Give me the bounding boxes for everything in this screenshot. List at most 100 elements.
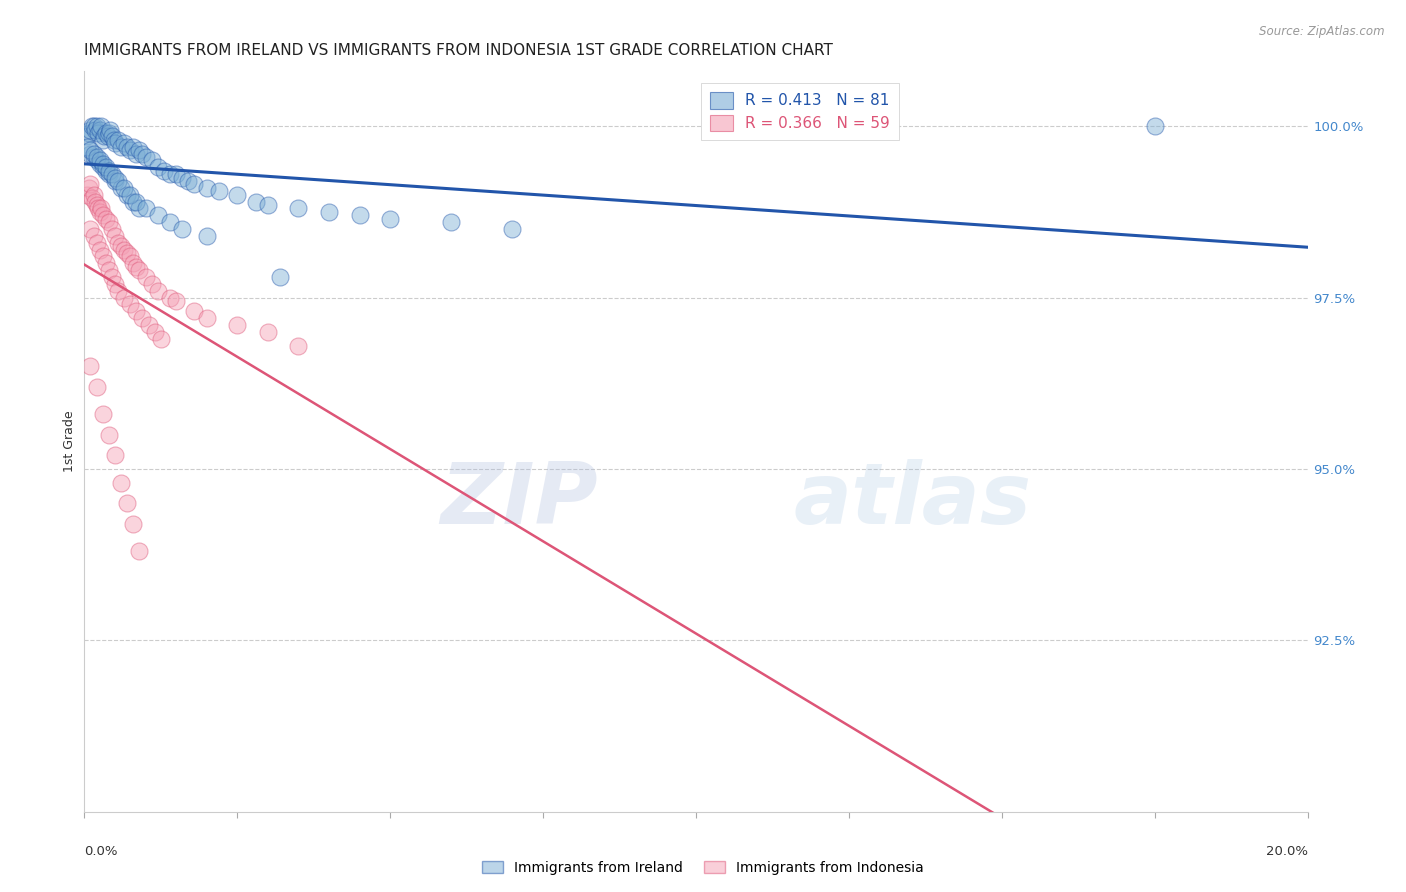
Point bbox=[120, 297, 142, 311]
Point bbox=[76, 187, 98, 202]
Point bbox=[122, 140, 145, 154]
Point bbox=[98, 122, 121, 136]
Point bbox=[141, 153, 163, 168]
Point bbox=[79, 222, 101, 236]
Point bbox=[172, 170, 194, 185]
Point bbox=[79, 146, 101, 161]
Point bbox=[91, 208, 114, 222]
Point bbox=[135, 150, 157, 164]
Point bbox=[122, 256, 145, 270]
Point bbox=[183, 178, 205, 192]
Point bbox=[104, 174, 127, 188]
Point bbox=[128, 202, 150, 216]
Point bbox=[83, 228, 105, 243]
Point bbox=[115, 140, 138, 154]
Point bbox=[183, 304, 205, 318]
Point bbox=[318, 205, 340, 219]
Point bbox=[94, 256, 117, 270]
Point bbox=[146, 208, 169, 222]
Point bbox=[287, 338, 309, 352]
Point bbox=[94, 126, 117, 140]
Point bbox=[97, 167, 120, 181]
Point bbox=[79, 143, 101, 157]
Point bbox=[94, 163, 117, 178]
Legend: R = 0.413   N = 81, R = 0.366   N = 59: R = 0.413 N = 81, R = 0.366 N = 59 bbox=[700, 83, 898, 140]
Legend: Immigrants from Ireland, Immigrants from Indonesia: Immigrants from Ireland, Immigrants from… bbox=[477, 855, 929, 880]
Point bbox=[76, 129, 98, 144]
Point bbox=[112, 243, 135, 257]
Point bbox=[257, 198, 280, 212]
Point bbox=[80, 119, 103, 133]
Point bbox=[128, 544, 150, 558]
Point bbox=[86, 119, 108, 133]
Y-axis label: 1st Grade: 1st Grade bbox=[63, 410, 76, 473]
Point bbox=[91, 250, 114, 264]
Point bbox=[97, 263, 120, 277]
Point bbox=[226, 187, 249, 202]
Point bbox=[107, 174, 129, 188]
Point bbox=[80, 191, 103, 205]
Point bbox=[159, 291, 181, 305]
Point bbox=[107, 284, 129, 298]
Point bbox=[112, 291, 135, 305]
Point bbox=[146, 284, 169, 298]
Point bbox=[86, 150, 108, 164]
Point bbox=[101, 270, 124, 285]
Point bbox=[195, 228, 218, 243]
Point bbox=[97, 427, 120, 442]
Point bbox=[101, 222, 124, 236]
Point bbox=[112, 136, 135, 151]
Point bbox=[101, 129, 124, 144]
Point bbox=[1143, 119, 1166, 133]
Point bbox=[122, 194, 145, 209]
Point bbox=[110, 181, 132, 195]
Point bbox=[135, 270, 157, 285]
Point bbox=[131, 311, 153, 326]
Point bbox=[226, 318, 249, 332]
Point bbox=[104, 170, 127, 185]
Text: 0.0%: 0.0% bbox=[84, 845, 118, 858]
Point bbox=[94, 211, 117, 226]
Point bbox=[125, 304, 148, 318]
Point bbox=[257, 325, 280, 339]
Point bbox=[84, 122, 107, 136]
Text: IMMIGRANTS FROM IRELAND VS IMMIGRANTS FROM INDONESIA 1ST GRADE CORRELATION CHART: IMMIGRANTS FROM IRELAND VS IMMIGRANTS FR… bbox=[84, 43, 834, 58]
Point bbox=[165, 167, 187, 181]
Point bbox=[94, 161, 117, 175]
Point bbox=[91, 407, 114, 421]
Point bbox=[89, 157, 111, 171]
Point bbox=[208, 184, 231, 198]
Point bbox=[83, 119, 105, 133]
Point bbox=[104, 277, 127, 291]
Point bbox=[107, 133, 129, 147]
Point bbox=[97, 129, 120, 144]
Point bbox=[110, 140, 132, 154]
Point bbox=[128, 263, 150, 277]
Point bbox=[83, 150, 105, 164]
Point bbox=[90, 119, 112, 133]
Point bbox=[165, 293, 187, 308]
Point bbox=[86, 235, 108, 250]
Point bbox=[86, 380, 108, 394]
Point bbox=[79, 359, 101, 373]
Point bbox=[89, 122, 111, 136]
Point bbox=[91, 161, 114, 175]
Point bbox=[195, 311, 218, 326]
Point bbox=[112, 181, 135, 195]
Point bbox=[269, 270, 291, 285]
Point bbox=[84, 194, 107, 209]
Point bbox=[141, 277, 163, 291]
Point bbox=[76, 140, 98, 154]
Point bbox=[87, 202, 110, 216]
Point bbox=[77, 126, 100, 140]
Point bbox=[245, 194, 267, 209]
Point bbox=[149, 332, 172, 346]
Point bbox=[97, 126, 120, 140]
Point bbox=[128, 143, 150, 157]
Point bbox=[287, 202, 309, 216]
Point bbox=[115, 496, 138, 510]
Point bbox=[153, 163, 176, 178]
Point bbox=[110, 239, 132, 253]
Point bbox=[440, 215, 463, 229]
Point bbox=[83, 187, 105, 202]
